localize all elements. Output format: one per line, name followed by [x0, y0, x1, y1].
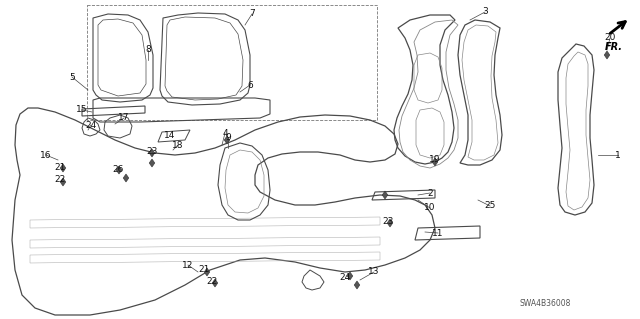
Polygon shape: [604, 51, 610, 59]
Text: FR.: FR.: [605, 42, 623, 52]
Polygon shape: [347, 272, 353, 280]
Text: 22: 22: [54, 175, 66, 184]
Text: 25: 25: [484, 202, 496, 211]
Polygon shape: [60, 178, 66, 186]
Text: 12: 12: [182, 261, 194, 270]
Text: 23: 23: [382, 218, 394, 226]
Text: 13: 13: [368, 268, 380, 277]
Text: 3: 3: [482, 8, 488, 17]
Text: 5: 5: [69, 72, 75, 81]
Text: 6: 6: [247, 80, 253, 90]
Text: 7: 7: [249, 10, 255, 19]
Polygon shape: [432, 158, 438, 166]
Polygon shape: [60, 164, 66, 172]
Polygon shape: [387, 219, 393, 227]
Text: 21: 21: [54, 162, 66, 172]
Polygon shape: [116, 166, 122, 174]
Text: 22: 22: [206, 278, 218, 286]
Text: 24: 24: [339, 273, 351, 283]
Text: 23: 23: [147, 147, 157, 157]
Polygon shape: [149, 149, 155, 157]
Text: 16: 16: [40, 151, 52, 160]
Text: SWA4B36008: SWA4B36008: [519, 300, 571, 308]
Polygon shape: [354, 281, 360, 289]
Text: 14: 14: [164, 131, 176, 140]
Text: 19: 19: [429, 155, 441, 165]
Text: 9: 9: [225, 132, 231, 142]
Text: 24: 24: [85, 121, 97, 130]
Text: 15: 15: [76, 106, 88, 115]
Text: 1: 1: [615, 151, 621, 160]
Text: 11: 11: [432, 228, 444, 238]
Polygon shape: [204, 268, 210, 276]
Polygon shape: [382, 191, 388, 199]
Text: 8: 8: [145, 46, 151, 55]
Text: 20: 20: [604, 33, 616, 42]
Text: 21: 21: [198, 265, 210, 275]
Polygon shape: [123, 174, 129, 182]
Polygon shape: [212, 279, 218, 287]
Polygon shape: [224, 136, 230, 144]
Text: 18: 18: [172, 140, 184, 150]
Text: 26: 26: [112, 166, 124, 174]
Text: 10: 10: [424, 204, 436, 212]
Polygon shape: [149, 159, 155, 167]
Text: 4: 4: [222, 129, 228, 137]
Bar: [87, 5, 377, 120]
Text: 17: 17: [118, 114, 130, 122]
Text: 2: 2: [427, 189, 433, 197]
